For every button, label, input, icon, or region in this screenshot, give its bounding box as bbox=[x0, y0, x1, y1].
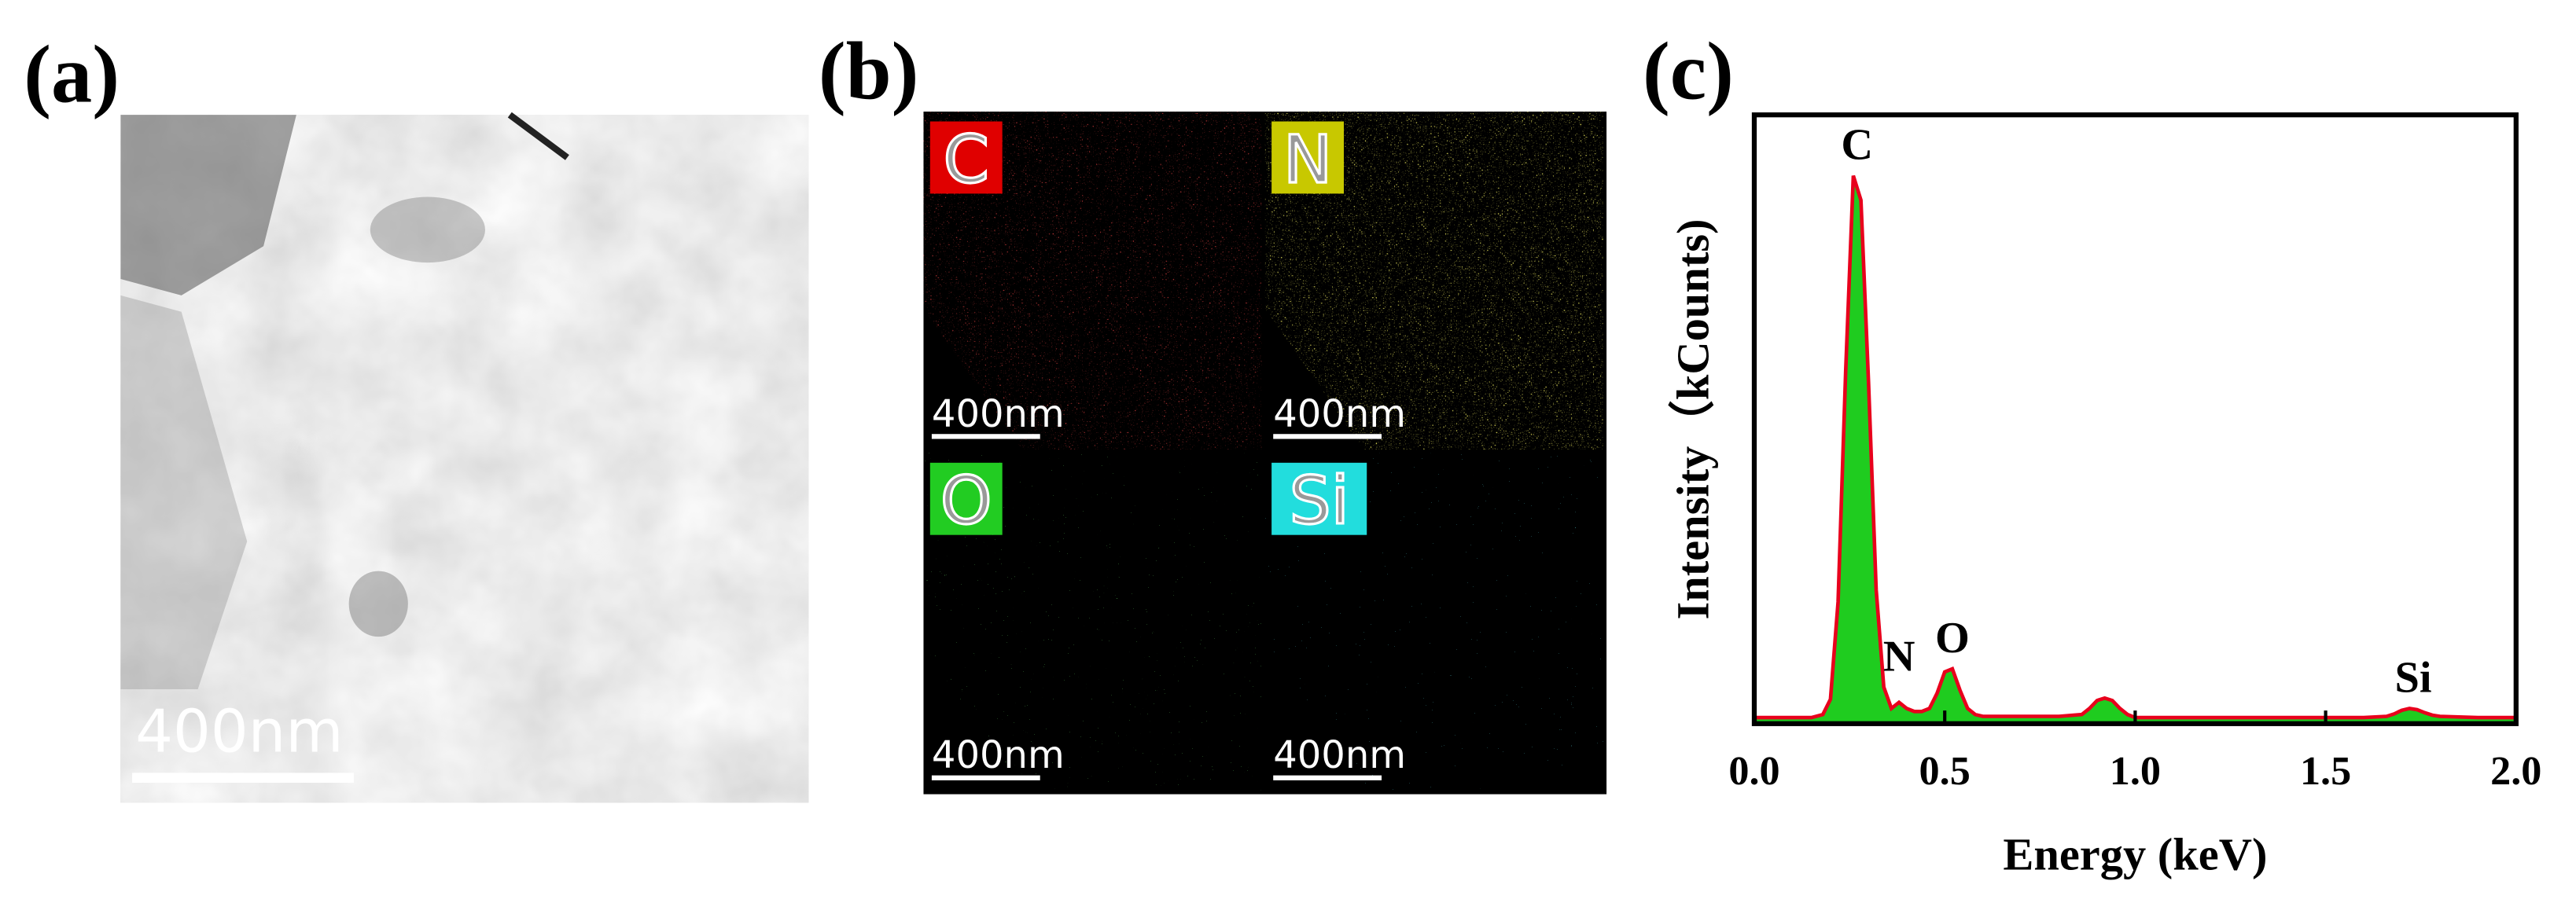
x-tick-label: 2.0 bbox=[2490, 748, 2541, 794]
x-tick-label: 0.0 bbox=[1728, 748, 1779, 794]
element-label: Si bbox=[1290, 462, 1349, 539]
peak-label: Si bbox=[2395, 654, 2432, 703]
element-label: C bbox=[944, 121, 989, 198]
scale-label: 400nm bbox=[1273, 733, 1406, 777]
element-box bbox=[929, 462, 1003, 535]
scale-label: 400nm bbox=[1273, 392, 1406, 436]
element-label: N bbox=[1283, 121, 1332, 198]
element-box bbox=[1271, 462, 1367, 535]
scale-label: 400nm bbox=[135, 696, 343, 765]
peak-label: O bbox=[1935, 614, 1970, 663]
peak-label: C bbox=[1841, 121, 1873, 170]
spectrum-line bbox=[1754, 174, 2516, 720]
element-label: O bbox=[940, 462, 992, 539]
element-box bbox=[1271, 121, 1344, 194]
element-map: O 400nm bbox=[923, 453, 1262, 791]
x-tick-label: 0.5 bbox=[1919, 748, 1971, 794]
panel-label: (a) bbox=[24, 28, 120, 119]
x-axis-label: Energy (keV) bbox=[2003, 829, 2267, 880]
element-map: C 400nm bbox=[923, 111, 1262, 450]
panel-label: (c) bbox=[1643, 25, 1734, 116]
x-tick-label: 1.5 bbox=[2300, 748, 2351, 794]
element-box bbox=[929, 121, 1003, 194]
scale-label: 400nm bbox=[932, 392, 1065, 436]
tem-image bbox=[120, 112, 809, 803]
scale-label: 400nm bbox=[932, 733, 1065, 777]
area-fill bbox=[1754, 175, 2516, 724]
x-tick-label: 1.0 bbox=[2110, 748, 2161, 794]
panel-label: (b) bbox=[819, 25, 919, 116]
y-axis-label: Intensity（kCounts) bbox=[1668, 219, 1719, 620]
peak-label: N bbox=[1883, 632, 1915, 681]
element-map: N 400nm bbox=[1264, 111, 1603, 450]
element-map: Si 400nm bbox=[1264, 453, 1603, 791]
